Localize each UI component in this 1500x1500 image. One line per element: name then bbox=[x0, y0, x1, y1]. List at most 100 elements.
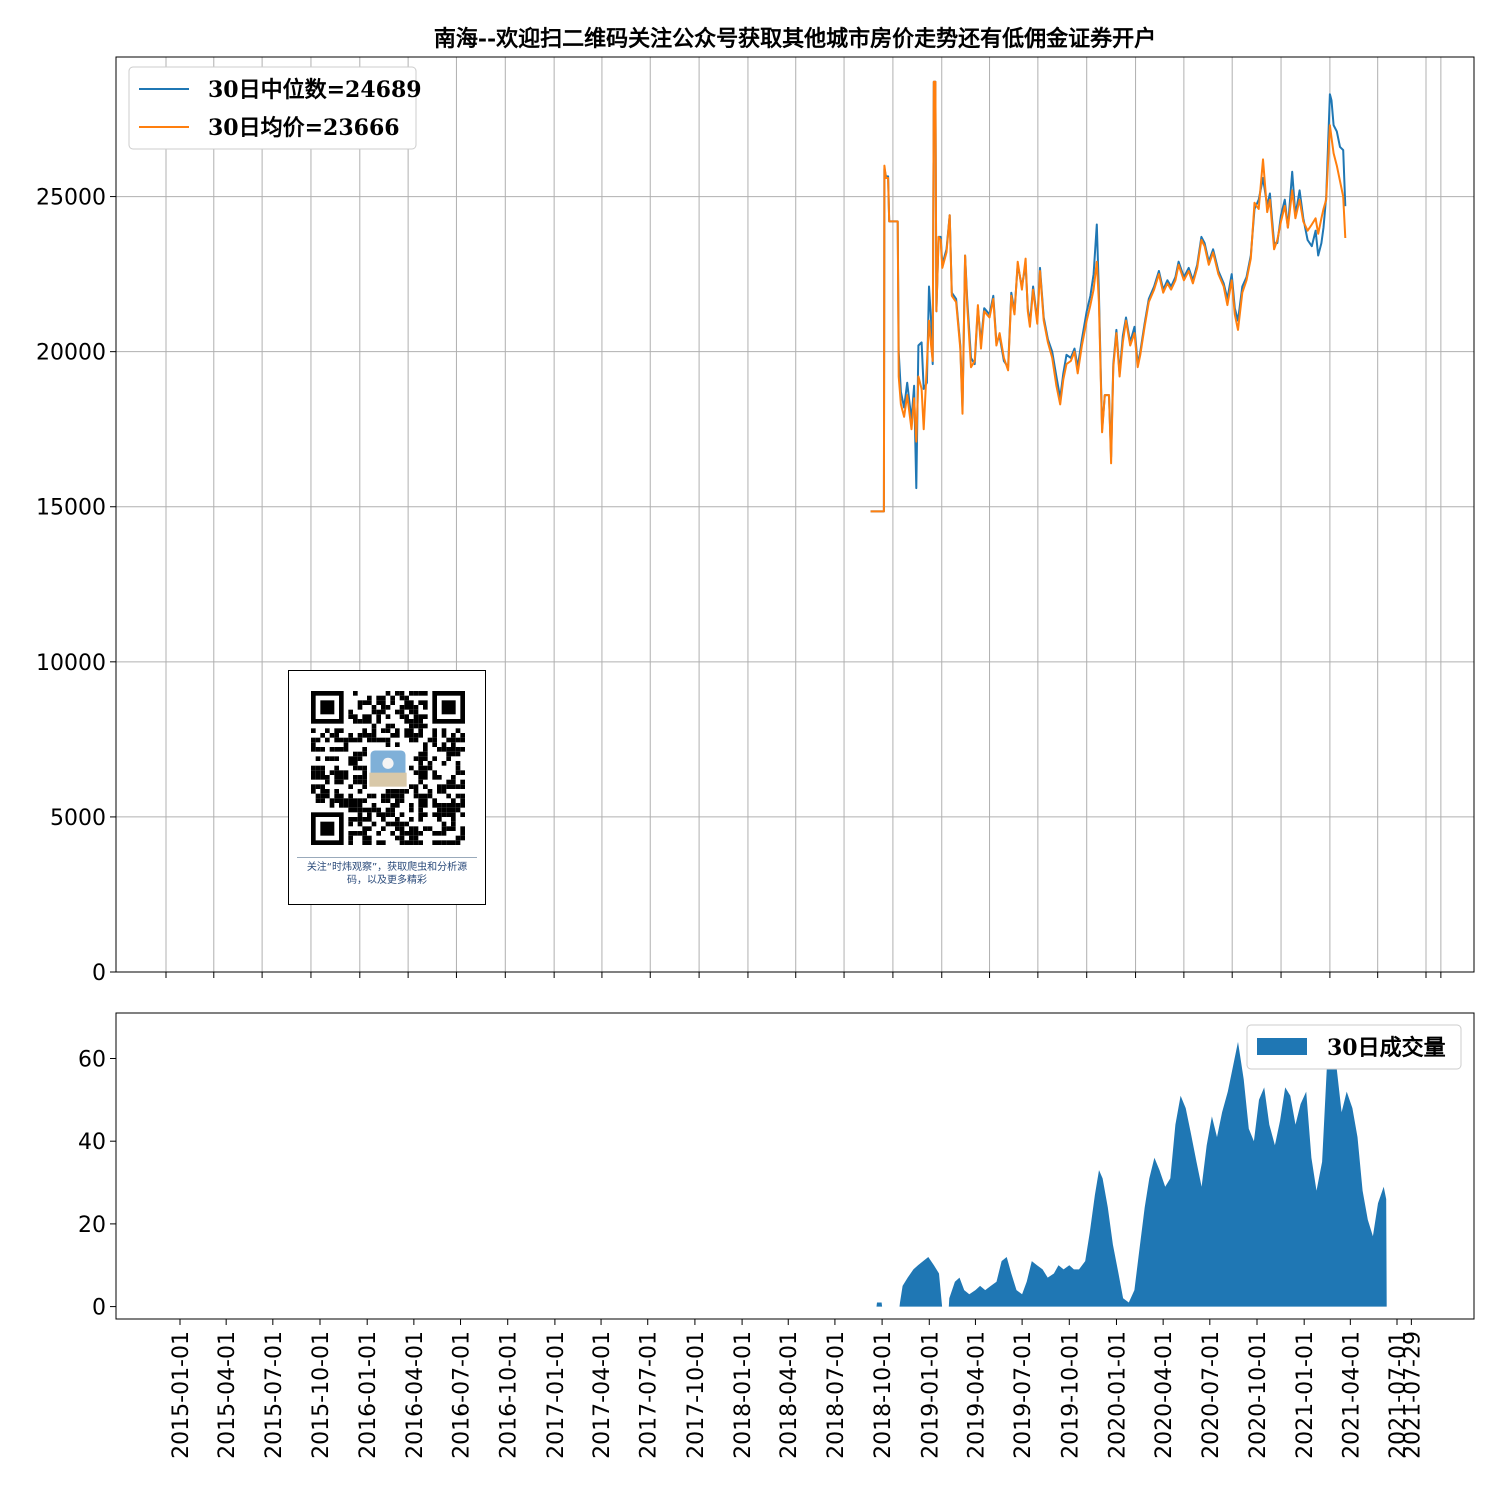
qr-module bbox=[311, 770, 316, 775]
qr-module bbox=[311, 789, 316, 794]
qr-module bbox=[348, 714, 353, 719]
qr-module bbox=[329, 770, 335, 775]
qr-module bbox=[404, 831, 409, 836]
qr-module bbox=[399, 709, 405, 715]
price-y-tick-label: 25000 bbox=[36, 186, 106, 211]
qr-module bbox=[446, 779, 451, 785]
x-tick-label: 2018-01-01 bbox=[731, 1331, 756, 1459]
qr-module bbox=[381, 812, 386, 817]
qr-module bbox=[339, 803, 344, 808]
qr-module bbox=[362, 798, 367, 803]
qr-module bbox=[418, 807, 423, 813]
qr-module bbox=[376, 709, 381, 715]
x-tick-label: 2019-01-01 bbox=[918, 1331, 943, 1459]
qr-module bbox=[362, 807, 367, 813]
qr-module bbox=[460, 835, 465, 841]
qr-module bbox=[357, 831, 363, 836]
qr-module bbox=[441, 840, 447, 845]
qr-module bbox=[409, 733, 414, 738]
qr-module bbox=[451, 751, 456, 757]
qr-module bbox=[423, 784, 428, 789]
qr-module bbox=[367, 733, 372, 738]
qr-module bbox=[437, 840, 442, 845]
qr-module bbox=[423, 770, 428, 775]
qr-module bbox=[334, 793, 339, 799]
qr-module bbox=[334, 737, 339, 743]
qr-module bbox=[339, 737, 344, 743]
qr-module bbox=[423, 793, 428, 799]
qr-module bbox=[404, 733, 409, 738]
qr-module bbox=[357, 798, 363, 803]
qr-module bbox=[409, 691, 414, 696]
qr-module bbox=[320, 775, 325, 780]
qr-module bbox=[413, 709, 419, 715]
qr-module bbox=[362, 831, 367, 836]
qr-module bbox=[320, 747, 325, 752]
qr-module bbox=[423, 705, 428, 710]
qr-module bbox=[315, 765, 321, 771]
qr-module bbox=[460, 831, 465, 836]
qr-module bbox=[441, 728, 447, 733]
qr-module bbox=[334, 779, 339, 785]
price-y-tick-label: 5000 bbox=[50, 806, 106, 831]
volume-panel: 0 20 40 60 2015-01-01 2015-04-01 2015-07-01 201… bbox=[78, 1012, 1475, 1459]
qr-module bbox=[339, 728, 344, 733]
qr-module bbox=[343, 803, 349, 808]
qr-module bbox=[418, 765, 423, 771]
qr-module bbox=[423, 803, 428, 808]
qr-module bbox=[353, 775, 358, 780]
qr-module bbox=[409, 709, 414, 715]
x-tick-label: 2020-04-01 bbox=[1152, 1331, 1177, 1459]
price-y-tick-label: 0 bbox=[92, 961, 106, 986]
qr-module bbox=[357, 756, 363, 761]
qr-module bbox=[441, 831, 447, 836]
x-tick-label: 2020-10-01 bbox=[1246, 1331, 1271, 1459]
qr-module bbox=[413, 840, 419, 845]
qr-module bbox=[441, 747, 447, 752]
qr-module bbox=[446, 803, 451, 808]
qr-module bbox=[441, 807, 447, 813]
qr-module bbox=[451, 742, 456, 747]
qr-module bbox=[348, 784, 353, 789]
qr-module bbox=[353, 761, 358, 766]
qr-module bbox=[418, 723, 423, 729]
price-y-tick-label: 20000 bbox=[36, 341, 106, 366]
price-legend-label: 30日中位数=24689 bbox=[208, 77, 422, 103]
qr-module bbox=[381, 817, 386, 822]
qr-module bbox=[413, 784, 419, 789]
x-tick-label: 2019-10-01 bbox=[1058, 1331, 1083, 1459]
qr-module bbox=[409, 705, 414, 710]
qr-module bbox=[455, 784, 461, 789]
x-tick-label: 2016-07-01 bbox=[450, 1331, 475, 1459]
qr-module bbox=[353, 751, 358, 757]
qr-module bbox=[343, 775, 349, 780]
qr-module bbox=[353, 765, 358, 771]
qr-module bbox=[357, 705, 363, 710]
qr-module bbox=[362, 770, 367, 775]
qr-module bbox=[339, 775, 344, 780]
qr-module bbox=[376, 714, 381, 719]
x-tick-label: 2016-10-01 bbox=[497, 1331, 522, 1459]
qr-module bbox=[455, 761, 461, 766]
qr-module bbox=[362, 779, 367, 785]
qr-module bbox=[334, 728, 339, 733]
qr-module bbox=[367, 793, 372, 799]
qr-module bbox=[451, 803, 456, 808]
qr-module bbox=[385, 705, 391, 710]
qr-module bbox=[399, 835, 405, 841]
qr-module bbox=[381, 700, 386, 705]
x-tick-label: 2020-07-01 bbox=[1199, 1331, 1224, 1459]
qr-module bbox=[348, 803, 353, 808]
qr-module bbox=[357, 751, 363, 757]
qr-module bbox=[371, 705, 377, 710]
qr-module bbox=[320, 793, 325, 799]
qr-module bbox=[367, 719, 372, 724]
qr-module bbox=[334, 770, 339, 775]
qr-module bbox=[325, 756, 330, 761]
qr-module bbox=[367, 737, 372, 743]
qr-module bbox=[334, 789, 339, 794]
qr-module bbox=[404, 695, 409, 701]
qr-module bbox=[413, 835, 419, 841]
qr-module bbox=[437, 784, 442, 789]
qr-finder-core bbox=[320, 821, 335, 836]
